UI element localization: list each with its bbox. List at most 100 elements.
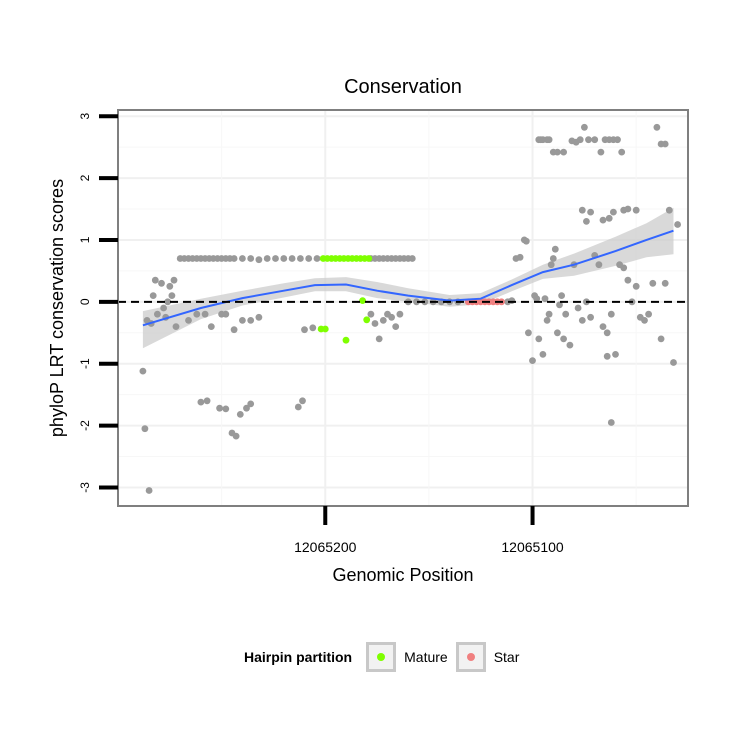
data-point-other	[547, 261, 555, 269]
data-point-other	[574, 304, 582, 312]
data-point-other	[313, 255, 321, 262]
data-point-other	[545, 310, 553, 318]
legend-title: Hairpin partition	[244, 649, 353, 665]
data-point-other	[661, 279, 669, 287]
data-point-other	[529, 357, 536, 364]
data-point-other	[618, 148, 626, 156]
data-point-other	[657, 335, 665, 343]
data-point-other	[185, 317, 192, 324]
y-tick-label: -1	[78, 358, 92, 369]
data-point-other	[612, 351, 619, 358]
data-point-other	[309, 324, 317, 332]
data-point-other	[388, 313, 395, 321]
legend-swatch-star	[466, 653, 475, 661]
y-axis-label: phyloP LRT conservation scores	[47, 179, 67, 437]
data-point-other	[533, 295, 541, 303]
data-point-other	[145, 487, 153, 494]
data-point-other	[139, 367, 147, 375]
data-point-other	[297, 255, 304, 262]
data-point-other	[585, 136, 592, 144]
data-point-other	[408, 255, 416, 262]
data-point-other	[543, 317, 551, 324]
data-point-other	[560, 148, 567, 156]
y-tick-label: 0	[78, 298, 92, 305]
data-point-other	[239, 255, 246, 262]
data-point-other	[239, 317, 246, 324]
data-point-other	[141, 425, 149, 433]
data-point-other	[255, 313, 263, 321]
data-point-other	[201, 310, 209, 318]
data-point-other	[549, 255, 557, 262]
data-point-other	[581, 123, 588, 131]
x-axis-label: Genomic Position	[332, 565, 473, 585]
data-point-mature	[363, 316, 371, 324]
data-point-other	[545, 136, 553, 144]
legend: Hairpin partition Mature Star	[244, 638, 527, 676]
data-point-other	[230, 255, 238, 262]
data-point-other	[649, 279, 657, 287]
data-point-other	[247, 317, 255, 324]
data-point-other	[166, 282, 174, 290]
data-point-other	[599, 216, 607, 224]
legend-key-mature	[366, 642, 397, 672]
y-tick-label: 3	[78, 113, 92, 120]
plot-border	[117, 109, 689, 507]
data-point-other	[595, 261, 603, 269]
smooth-line	[142, 229, 674, 327]
data-point-other	[170, 276, 178, 284]
legend-swatch-mature	[377, 653, 386, 661]
data-point-other	[375, 335, 383, 343]
data-point-other	[674, 221, 681, 228]
data-point-other	[576, 136, 584, 144]
data-point-mature	[321, 325, 329, 333]
data-point-other	[255, 256, 263, 264]
data-point-other	[299, 397, 306, 405]
data-point-mature	[359, 297, 366, 304]
data-point-other	[641, 317, 648, 324]
data-point-other	[508, 297, 516, 304]
data-point-other	[203, 397, 211, 405]
data-point-other	[603, 329, 611, 337]
data-point-other	[222, 405, 230, 413]
data-point-mature	[365, 255, 373, 262]
data-point-other	[367, 310, 375, 318]
y-tick-label: 1	[78, 236, 92, 243]
data-point-other	[535, 335, 543, 343]
data-point-other	[578, 317, 586, 324]
data-point-other	[597, 148, 605, 156]
data-point-other	[149, 292, 157, 299]
data-point-other	[562, 310, 570, 318]
data-point-other	[591, 136, 599, 144]
data-point-other	[554, 148, 561, 156]
x-tick-label: 12065200	[294, 539, 357, 555]
data-point-other	[379, 317, 387, 324]
data-point-other	[554, 329, 561, 337]
data-point-other	[607, 419, 615, 426]
y-tick-label: 2	[78, 174, 92, 181]
data-point-other	[172, 323, 180, 330]
data-point-other	[599, 323, 607, 330]
data-point-other	[230, 326, 238, 334]
data-point-other	[160, 304, 168, 312]
data-point-other	[558, 292, 565, 299]
data-point-other	[605, 214, 613, 222]
data-point-other	[645, 310, 652, 318]
data-point-other	[301, 326, 308, 334]
data-point-other	[610, 208, 617, 216]
data-point-other	[624, 205, 632, 213]
data-point-other	[294, 403, 302, 411]
data-point-other	[566, 341, 574, 349]
plot-layer: -3 -2 -1 0 1 2 3 12065200 12065100	[78, 109, 689, 555]
data-point-mature	[342, 336, 350, 344]
y-tick-label: -3	[78, 482, 92, 493]
data-point-other	[578, 206, 586, 214]
chart-title: Conservation	[344, 76, 462, 98]
legend-label-mature: Mature	[404, 649, 448, 665]
data-point-other	[396, 310, 404, 318]
data-point-other	[603, 352, 611, 360]
data-point-other	[560, 335, 567, 343]
data-point-other	[665, 206, 673, 214]
data-point-other	[661, 140, 669, 148]
